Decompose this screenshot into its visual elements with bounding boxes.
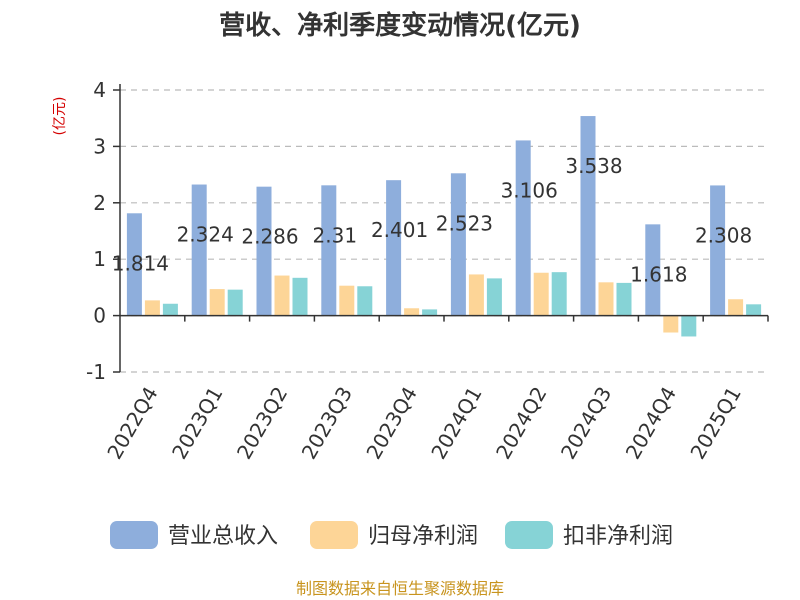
bar-2023Q2-s1 <box>274 275 290 316</box>
bar-2023Q2-s2 <box>292 277 308 316</box>
bar-2023Q4-s1 <box>404 308 420 316</box>
bar-2024Q2-s2 <box>551 272 567 316</box>
x-tick-label: 2022Q4 <box>102 383 162 464</box>
x-tick-label: 2025Q1 <box>685 383 745 464</box>
data-label: 1.618 <box>630 262 687 286</box>
bar-2022Q4-s0 <box>126 213 142 316</box>
data-label: 1.814 <box>112 251 169 275</box>
x-tick-label: 2023Q4 <box>361 383 421 464</box>
x-tick-label: 2023Q3 <box>297 383 357 464</box>
bar-2023Q4-s0 <box>386 180 402 316</box>
chart-title: 营收、净利季度变动情况(亿元) <box>219 10 581 41</box>
data-label: 3.106 <box>501 178 558 202</box>
bar-2023Q3-s0 <box>321 185 337 316</box>
legend-swatch <box>310 521 358 549</box>
legend-label: 归母净利润 <box>368 524 478 549</box>
bar-2025Q1-s1 <box>728 299 744 316</box>
data-label: 2.308 <box>695 223 752 247</box>
x-tick-label: 2023Q1 <box>167 383 227 464</box>
bar-2024Q1-s1 <box>468 274 484 316</box>
data-label: 2.401 <box>371 218 428 242</box>
y-tick-label: 4 <box>93 78 106 102</box>
bar-2024Q2-s1 <box>533 272 549 316</box>
bar-2023Q3-s2 <box>357 286 373 316</box>
x-tick-label: 2024Q4 <box>621 383 681 464</box>
y-tick-label: -1 <box>86 360 106 384</box>
bar-2022Q4-s1 <box>144 300 160 316</box>
data-label: 2.286 <box>241 225 298 249</box>
bar-2025Q1-s2 <box>746 304 762 316</box>
data-labels: 1.814 2.324 2.286 2.31 2.401 2.523 3.106 3.538 1… <box>112 154 752 286</box>
bar-2024Q3-s2 <box>616 282 632 316</box>
bar-2023Q1-s2 <box>227 289 243 316</box>
bar-2024Q3-s1 <box>598 282 614 316</box>
bar-2022Q4-s2 <box>162 303 178 316</box>
bar-2023Q1-s1 <box>209 289 225 316</box>
bar-2024Q4-s2 <box>681 315 697 337</box>
legend-label: 扣非净利润 <box>563 524 673 549</box>
source-note: 制图数据来自恒生聚源数据库 <box>296 579 504 598</box>
legend: 营业总收入 归母净利润 扣非净利润 <box>110 521 673 549</box>
y-tick-label: 0 <box>93 304 106 328</box>
legend-label: 营业总收入 <box>168 524 278 549</box>
bar-2024Q3-s0 <box>580 116 596 316</box>
bar-2025Q1-s0 <box>710 185 726 316</box>
data-label: 2.523 <box>436 211 493 235</box>
bar-2023Q2-s0 <box>256 186 272 316</box>
bar-2023Q4-s2 <box>422 309 438 316</box>
bar-2024Q4-s0 <box>645 224 661 316</box>
bar-2024Q1-s2 <box>486 278 502 316</box>
legend-swatch <box>110 521 158 549</box>
x-tick-label: 2024Q1 <box>426 383 486 464</box>
bar-2024Q1-s0 <box>450 173 466 316</box>
y-axis-label: (亿元) <box>52 97 68 136</box>
bar-2024Q4-s1 <box>663 315 679 333</box>
data-label: 3.538 <box>565 154 622 178</box>
legend-swatch <box>505 521 553 549</box>
y-tick-label: 2 <box>93 191 106 215</box>
bar-2024Q2-s0 <box>515 140 531 316</box>
x-tick-label: 2024Q2 <box>491 383 551 464</box>
data-label: 2.31 <box>313 223 358 247</box>
bar-2023Q3-s1 <box>339 285 355 316</box>
bar-2023Q1-s0 <box>191 184 207 316</box>
y-tick-label: 3 <box>93 134 106 158</box>
y-tick-label: 1 <box>93 247 106 271</box>
x-tick-label: 2024Q3 <box>556 383 616 464</box>
data-label: 2.324 <box>177 223 234 247</box>
x-tick-label: 2023Q2 <box>232 383 292 464</box>
bars <box>126 116 762 337</box>
